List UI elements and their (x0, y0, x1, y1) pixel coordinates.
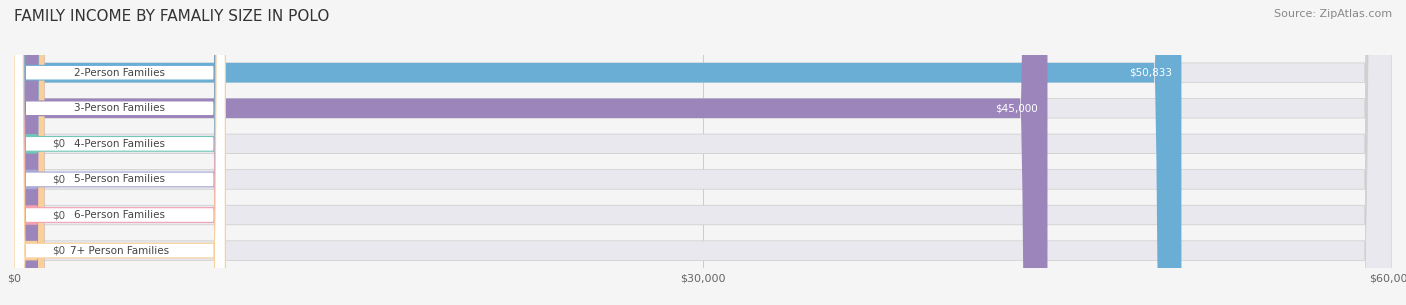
Text: $50,833: $50,833 (1129, 68, 1173, 78)
Text: $0: $0 (52, 139, 66, 149)
FancyBboxPatch shape (14, 0, 225, 305)
FancyBboxPatch shape (14, 0, 45, 305)
FancyBboxPatch shape (14, 0, 45, 305)
FancyBboxPatch shape (14, 0, 1392, 305)
Text: 6-Person Families: 6-Person Families (75, 210, 165, 220)
Text: $45,000: $45,000 (995, 103, 1038, 113)
Text: 3-Person Families: 3-Person Families (75, 103, 165, 113)
FancyBboxPatch shape (14, 0, 225, 305)
FancyBboxPatch shape (14, 0, 225, 305)
Text: 7+ Person Families: 7+ Person Families (70, 246, 169, 256)
FancyBboxPatch shape (14, 0, 1392, 305)
Text: 5-Person Families: 5-Person Families (75, 174, 165, 185)
FancyBboxPatch shape (14, 0, 225, 305)
Text: $0: $0 (52, 246, 66, 256)
FancyBboxPatch shape (14, 0, 225, 305)
FancyBboxPatch shape (14, 0, 1392, 305)
FancyBboxPatch shape (14, 0, 1181, 305)
FancyBboxPatch shape (14, 0, 45, 305)
Text: 4-Person Families: 4-Person Families (75, 139, 165, 149)
Text: FAMILY INCOME BY FAMALIY SIZE IN POLO: FAMILY INCOME BY FAMALIY SIZE IN POLO (14, 9, 329, 24)
FancyBboxPatch shape (14, 0, 1392, 305)
Text: 2-Person Families: 2-Person Families (75, 68, 165, 78)
Text: Source: ZipAtlas.com: Source: ZipAtlas.com (1274, 9, 1392, 19)
FancyBboxPatch shape (14, 0, 1392, 305)
FancyBboxPatch shape (14, 0, 1047, 305)
FancyBboxPatch shape (14, 0, 225, 305)
FancyBboxPatch shape (14, 0, 45, 305)
Text: $0: $0 (52, 210, 66, 220)
Text: $0: $0 (52, 174, 66, 185)
FancyBboxPatch shape (14, 0, 1392, 305)
